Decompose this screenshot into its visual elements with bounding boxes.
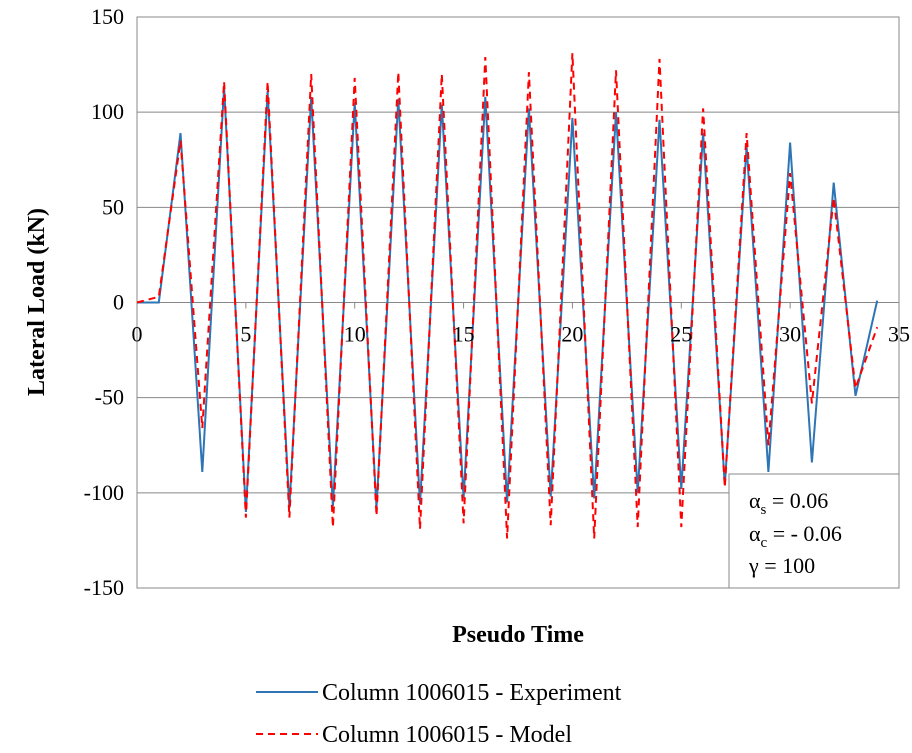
annotation-symbol-3: γ — [748, 553, 759, 578]
x-tick-label-3: 15 — [453, 322, 475, 347]
y-tick-labels: 150 100 50 0 -50 -100 -150 — [84, 4, 124, 600]
x-tick-labels: 0 5 10 15 20 25 30 35 — [132, 322, 911, 347]
y-tick-label-5: -100 — [84, 480, 124, 505]
x-tick-label-4: 20 — [561, 322, 583, 347]
y-tick-label-6: -150 — [84, 575, 124, 600]
y-tick-label-0: 150 — [91, 4, 124, 29]
y-tick-label-4: -50 — [95, 385, 124, 410]
legend-label-model: Column 1006015 - Model — [322, 722, 572, 748]
series-layer — [136, 53, 879, 539]
series-model-line — [136, 53, 879, 539]
y-tick-label-2: 50 — [102, 194, 124, 219]
x-tick-label-6: 30 — [779, 322, 801, 347]
x-tick-label-2: 10 — [344, 322, 366, 347]
annotation-sub-2: c — [761, 535, 768, 551]
y-axis-title: Lateral Load (kN) — [24, 208, 50, 396]
x-tick-label-0: 0 — [132, 322, 143, 347]
annotation-sub-1: s — [761, 502, 767, 518]
y-tick-label-3: 0 — [113, 290, 124, 315]
x-axis-title: Pseudo Time — [452, 622, 584, 648]
legend: Column 1006015 - Experiment Column 10060… — [256, 680, 622, 748]
x-tick-label-7: 35 — [888, 322, 910, 347]
legend-label-experiment: Column 1006015 - Experiment — [322, 680, 622, 706]
annotation-text-3: = 100 — [759, 553, 815, 578]
annotation-text-1: = 0.06 — [766, 488, 828, 513]
annotation-symbol-2: α — [749, 521, 761, 546]
annotation-line-2: αc = - 0.06 — [749, 521, 842, 551]
x-tick-label-1: 5 — [240, 322, 251, 347]
annotation-line-1: αs = 0.06 — [749, 488, 828, 518]
annotation-frame — [728, 473, 900, 589]
x-tick-label-5: 25 — [670, 322, 692, 347]
y-tick-label-1: 100 — [91, 99, 124, 124]
annotation-line-3: γ = 100 — [748, 553, 815, 578]
annotation-box: αs = 0.06 αc = - 0.06 γ = 100 — [728, 473, 900, 589]
annotation-text-2: = - 0.06 — [767, 521, 842, 546]
annotation-symbol-1: α — [749, 488, 761, 513]
